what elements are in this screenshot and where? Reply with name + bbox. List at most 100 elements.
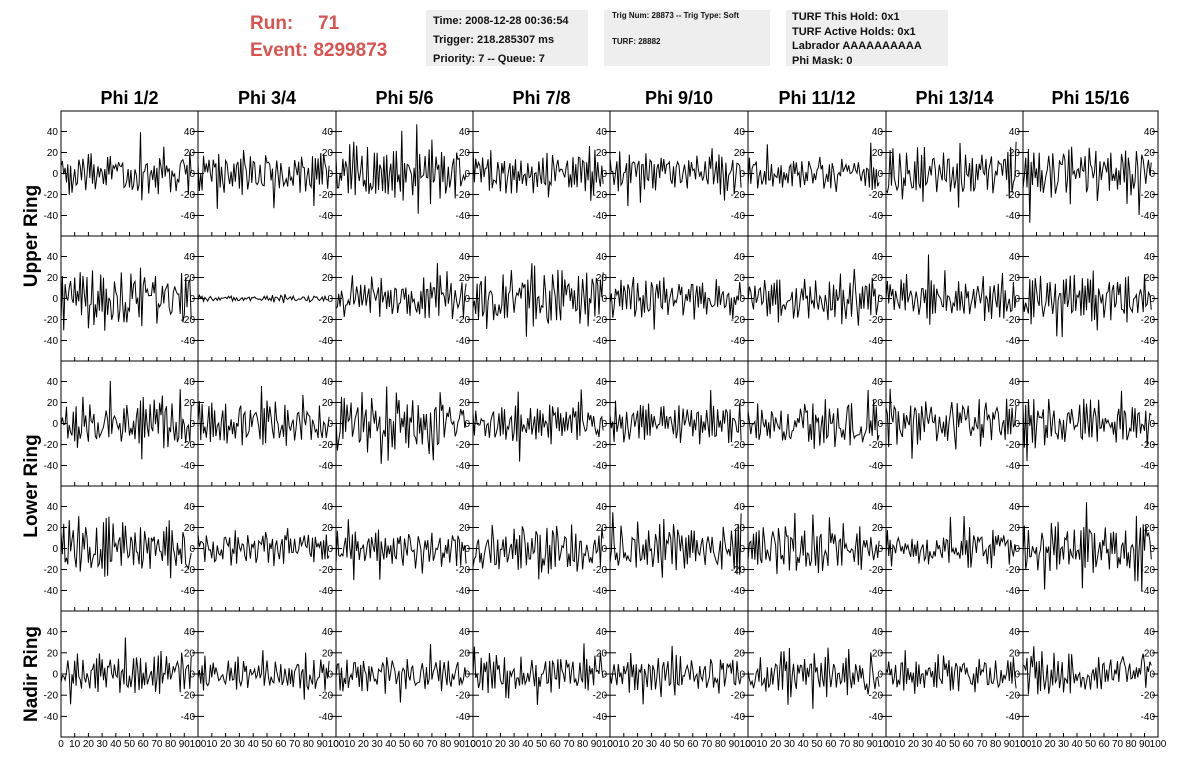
xtick-label-c0-4: 40 [110, 739, 122, 750]
ytick-label-r3c7-0: -40 [1141, 586, 1156, 597]
ytick-label-r2c2-2: 0 [464, 419, 470, 430]
ytick-label-r1c0-3: 20 [184, 273, 196, 284]
ytick-label-r4c4-0: -40 [731, 712, 746, 723]
ytick-label-r2c5-1: -20 [869, 440, 884, 451]
xtick-label-c7-1: 10 [1031, 739, 1043, 750]
waveform-trace-r0c1 [197, 150, 330, 209]
ytick-label-r4c6-2: 0 [1014, 670, 1020, 681]
ytick-label-r0c0-1: -20 [181, 190, 196, 201]
waveform-trace-r3c7 [1022, 502, 1152, 592]
xtick-label-c0-5: 50 [124, 739, 136, 750]
ytick-label-left-r3-4: 40 [47, 502, 59, 513]
ytick-label-r2c0-4: 40 [184, 377, 196, 388]
xtick-label-c3-8: 80 [577, 739, 589, 750]
xtick-label-c1-6: 60 [275, 739, 287, 750]
xtick-label-c4-7: 70 [701, 739, 713, 750]
ytick-label-r3c2-0: -40 [456, 586, 471, 597]
ytick-label-r3c2-3: 20 [459, 523, 471, 534]
ytick-label-r2c3-4: 40 [596, 377, 608, 388]
ytick-label-r1c6-4: 40 [1009, 252, 1021, 263]
ytick-label-r1c2-4: 40 [459, 252, 471, 263]
xtick-label-c3-2: 20 [495, 739, 507, 750]
waveform-trace-r0c0 [60, 132, 192, 201]
ytick-label-r1c2-2: 0 [464, 294, 470, 305]
ytick-label-r4c4-2: 0 [739, 670, 745, 681]
ytick-label-r4c0-0: -40 [181, 712, 196, 723]
ytick-label-r2c6-1: -20 [1006, 440, 1021, 451]
ytick-label-r3c3-4: 40 [596, 502, 608, 513]
ytick-label-r4c5-4: 40 [872, 627, 884, 638]
ytick-label-r1c3-2: 0 [601, 294, 607, 305]
ytick-label-r1c7-2: 0 [1149, 294, 1155, 305]
ytick-label-r0c4-1: -20 [731, 190, 746, 201]
xtick-label-c4-10: 100 [740, 739, 757, 750]
ytick-label-r3c5-1: -20 [869, 565, 884, 576]
ytick-label-r2c6-3: 20 [1009, 398, 1021, 409]
xtick-label-c3-0: 0 [470, 739, 476, 750]
ytick-label-r1c5-4: 40 [872, 252, 884, 263]
xtick-label-c3-4: 40 [522, 739, 534, 750]
column-title-1: Phi 3/4 [238, 88, 296, 108]
ytick-label-r0c2-2: 0 [464, 169, 470, 180]
xtick-label-c6-5: 50 [949, 739, 961, 750]
ytick-label-r2c5-0: -40 [869, 461, 884, 472]
column-title-3: Phi 7/8 [512, 88, 570, 108]
ytick-label-r0c3-4: 40 [596, 127, 608, 138]
ytick-label-r0c6-4: 40 [1009, 127, 1021, 138]
ytick-label-r0c2-1: -20 [456, 190, 471, 201]
xtick-label-c0-8: 80 [165, 739, 177, 750]
ytick-label-r3c5-0: -40 [869, 586, 884, 597]
panel-frame-r4c4 [609, 610, 749, 738]
ytick-label-r4c6-0: -40 [1006, 712, 1021, 723]
ytick-label-r3c0-1: -20 [181, 565, 196, 576]
ytick-label-r2c0-2: 0 [189, 419, 195, 430]
waveform-trace-r0c6 [885, 141, 1017, 208]
ytick-label-r0c4-3: 20 [734, 148, 746, 159]
column-title-4: Phi 9/10 [645, 88, 713, 108]
event-label: Event: [250, 40, 309, 61]
waveform-trace-r3c4 [609, 512, 742, 578]
column-title-5: Phi 11/12 [778, 88, 855, 108]
xtick-label-c4-4: 40 [660, 739, 672, 750]
ytick-label-r3c7-4: 40 [1144, 502, 1156, 513]
waveform-trace-r1c0 [60, 267, 192, 331]
ytick-label-r3c6-2: 0 [1014, 544, 1020, 555]
ytick-label-r4c6-3: 20 [1009, 648, 1021, 659]
ytick-label-r0c4-2: 0 [739, 169, 745, 180]
waveform-trace-r4c4 [609, 645, 742, 705]
ytick-label-r2c7-0: -40 [1141, 461, 1156, 472]
ytick-label-r2c6-2: 0 [1014, 419, 1020, 430]
ytick-label-r3c1-4: 40 [322, 502, 334, 513]
ytick-label-r2c1-1: -20 [319, 440, 334, 451]
ytick-label-r0c7-0: -40 [1141, 211, 1156, 222]
ytick-label-r3c3-0: -40 [593, 586, 608, 597]
ytick-label-r3c6-1: -20 [1006, 565, 1021, 576]
ytick-label-r3c0-3: 20 [184, 523, 196, 534]
waveform-trace-r4c0 [60, 637, 192, 705]
ytick-label-r0c7-2: 0 [1149, 169, 1155, 180]
event-line: Event: 8299873 [250, 37, 420, 64]
panel-frame-r2c3 [472, 360, 611, 487]
waveform-trace-r0c4 [609, 148, 742, 207]
xtick-label-c4-3: 30 [646, 739, 658, 750]
ytick-label-r3c6-3: 20 [1009, 523, 1021, 534]
xtick-label-c6-7: 70 [976, 739, 988, 750]
xtick-label-c6-2: 20 [908, 739, 920, 750]
ytick-label-r3c7-3: 20 [1144, 523, 1156, 534]
ytick-label-r2c0-0: -40 [181, 461, 196, 472]
turf-active-holds: TURF Active Holds: 0x1 [792, 25, 916, 38]
xtick-label-c3-10: 100 [602, 739, 619, 750]
ytick-label-r3c0-0: -40 [181, 586, 196, 597]
panel-frame-r1c7 [1022, 235, 1159, 362]
waveform-trace-r1c2 [335, 263, 467, 320]
ytick-label-left-r4-3: 20 [47, 648, 59, 659]
ytick-label-r4c7-2: 0 [1149, 670, 1155, 681]
waveform-trace-r3c6 [885, 515, 1017, 569]
ytick-label-r4c2-1: -20 [456, 691, 471, 702]
panel-frame-r3c4 [609, 485, 749, 612]
waveform-trace-r2c2 [335, 386, 467, 464]
xtick-label-c1-5: 50 [261, 739, 273, 750]
priority-text: Priority: 7 -- Queue: 7 [433, 53, 545, 65]
xtick-label-c0-3: 30 [97, 739, 109, 750]
xtick-label-c2-10: 100 [465, 739, 482, 750]
